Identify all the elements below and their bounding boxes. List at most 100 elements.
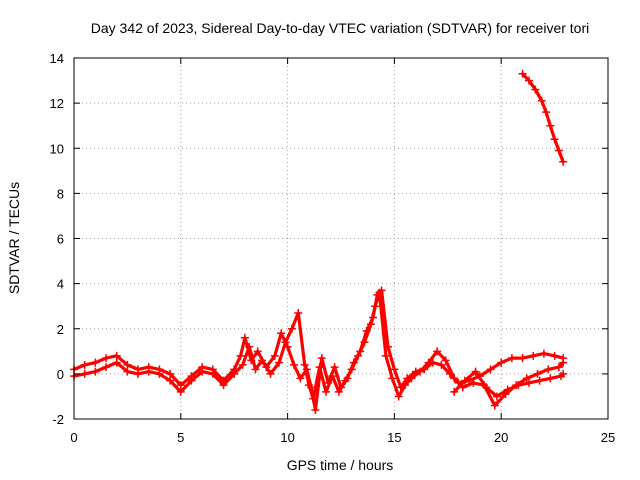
data-point	[245, 342, 254, 351]
data-point	[437, 360, 446, 369]
data-point	[390, 365, 399, 374]
data-point	[253, 347, 262, 356]
data-point	[537, 96, 546, 105]
data-point	[322, 387, 331, 396]
data-point	[287, 324, 296, 333]
data-point	[294, 308, 303, 317]
data-point	[433, 347, 442, 356]
data-point	[492, 392, 501, 401]
data-point	[424, 358, 433, 367]
data-point	[257, 356, 266, 365]
data-point	[544, 365, 553, 374]
data-point	[123, 367, 132, 376]
data-point	[441, 356, 450, 365]
data-point	[309, 394, 318, 403]
x-tick-label: 5	[177, 430, 184, 445]
data-point	[407, 374, 416, 383]
y-tick-label: -2	[52, 412, 64, 427]
data-point	[166, 376, 175, 385]
gridlines	[74, 58, 608, 419]
data-point	[230, 369, 239, 378]
data-point	[388, 374, 397, 383]
data-point	[91, 367, 100, 376]
data-point	[554, 146, 563, 155]
data-point	[375, 288, 384, 297]
y-tick-label: 10	[50, 141, 64, 156]
y-tick-label: 2	[57, 322, 64, 337]
data-point	[123, 360, 132, 369]
y-axis-ticks: -2 0 2 4 6 8 10 12 14	[50, 51, 64, 427]
data-point	[347, 365, 356, 374]
y-tick-label: 8	[57, 186, 64, 201]
series-track-2-line	[72, 291, 565, 408]
data-point	[219, 381, 228, 390]
data-point	[522, 374, 531, 383]
x-tick-label: 25	[601, 430, 615, 445]
data-point	[482, 383, 491, 392]
data-point	[514, 381, 523, 390]
data-point	[546, 374, 555, 383]
data-point	[198, 367, 207, 376]
x-tick-label: 0	[70, 430, 77, 445]
data-point	[559, 358, 568, 367]
data-point	[360, 338, 369, 347]
data-point	[80, 360, 89, 369]
data-point	[270, 351, 279, 360]
data-point	[277, 329, 286, 338]
data-point	[341, 376, 350, 385]
x-axis-ticks: 0 5 10 15 20 25	[70, 430, 615, 445]
data-point	[80, 369, 89, 378]
data-point	[354, 351, 363, 360]
data-point	[554, 363, 563, 372]
data-point	[281, 338, 290, 347]
data-point	[450, 387, 459, 396]
data-point	[539, 349, 548, 358]
data-point	[450, 374, 459, 383]
data-point	[518, 354, 527, 363]
data-point	[529, 351, 538, 360]
data-point	[550, 351, 559, 360]
data-point	[546, 121, 555, 130]
data-point	[394, 392, 403, 401]
data-point	[238, 360, 247, 369]
data-point	[300, 360, 309, 369]
data-point	[559, 157, 568, 166]
data-point	[531, 85, 540, 94]
data-point	[317, 354, 326, 363]
data-point	[503, 385, 512, 394]
y-tick-label: 6	[57, 232, 64, 247]
y-tick-label: 12	[50, 96, 64, 111]
data-point	[296, 374, 305, 383]
data-point	[460, 376, 469, 385]
data-point	[524, 378, 533, 387]
data-point	[371, 302, 380, 311]
data-point	[507, 354, 516, 363]
data-point	[112, 351, 121, 360]
data-point	[134, 369, 143, 378]
data-point	[304, 381, 313, 390]
plot-area	[70, 69, 568, 414]
data-point	[236, 351, 245, 360]
data-point	[290, 360, 299, 369]
data-point	[381, 351, 390, 360]
data-point	[401, 381, 410, 390]
data-point	[208, 369, 217, 378]
data-point	[416, 367, 425, 376]
data-point	[240, 333, 249, 342]
data-point	[535, 376, 544, 385]
chart-title: Day 342 of 2023, Sidereal Day-to-day VTE…	[91, 20, 590, 36]
data-point	[144, 367, 153, 376]
data-point	[176, 387, 185, 396]
x-tick-label: 10	[280, 430, 294, 445]
data-point	[471, 367, 480, 376]
data-point	[490, 401, 499, 410]
data-point	[251, 365, 260, 374]
data-point	[275, 358, 284, 367]
data-point	[524, 76, 533, 85]
x-tick-label: 15	[387, 430, 401, 445]
y-tick-label: 14	[50, 51, 64, 66]
y-axis-label: SDTVAR / TECUs	[6, 182, 22, 294]
x-axis-label: GPS time / hours	[287, 457, 394, 473]
data-point	[334, 387, 343, 396]
